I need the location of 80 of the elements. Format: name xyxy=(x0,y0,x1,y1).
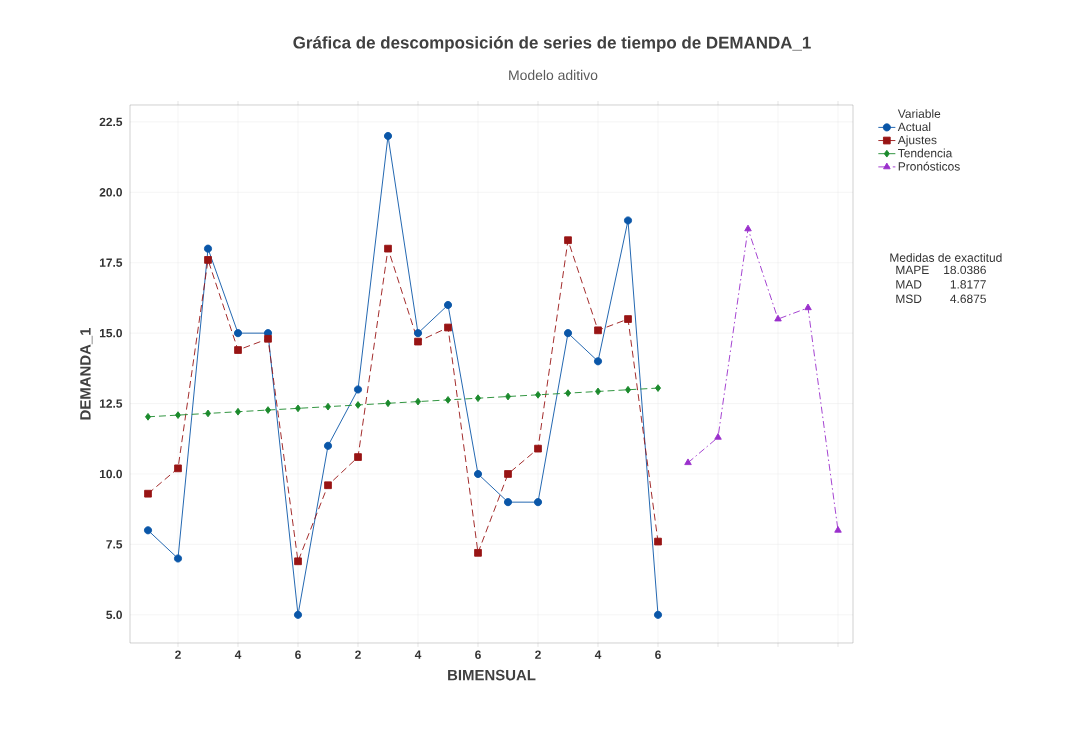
legend-label: Actual xyxy=(897,122,931,132)
point xyxy=(655,384,661,392)
x-tick-label: 4 xyxy=(594,650,602,659)
point xyxy=(774,314,782,322)
point xyxy=(534,444,542,453)
point xyxy=(444,323,452,332)
x-tick-label: 6 xyxy=(295,650,301,659)
x-tick-label: 4 xyxy=(414,650,422,659)
y-tick-label: 12.5 xyxy=(99,399,123,408)
point xyxy=(383,131,393,140)
point xyxy=(653,610,663,619)
point xyxy=(264,334,272,343)
point xyxy=(323,441,333,450)
y-tick-label: 22.5 xyxy=(99,117,123,127)
point xyxy=(744,224,752,232)
point xyxy=(834,526,842,533)
y-tick-label: 15.0 xyxy=(99,328,122,338)
y-axis-title: DEMANDA_1 xyxy=(80,327,93,420)
text: MSD xyxy=(896,294,922,304)
point xyxy=(175,411,181,419)
point xyxy=(203,244,213,253)
point xyxy=(654,537,662,546)
point xyxy=(204,256,212,264)
point xyxy=(353,385,363,394)
y-tick-label: 10.0 xyxy=(99,469,122,479)
legend-title: Variable xyxy=(897,109,941,118)
point xyxy=(594,326,602,335)
point xyxy=(474,549,482,557)
text: 1.8177 xyxy=(950,280,986,289)
x-tick-label: 6 xyxy=(475,650,481,659)
point xyxy=(445,396,451,404)
point xyxy=(714,433,722,440)
x-tick-label: 2 xyxy=(175,650,181,659)
point xyxy=(473,469,483,479)
point xyxy=(144,489,152,498)
point xyxy=(563,329,573,338)
point xyxy=(294,557,302,566)
legend-label: Ajustes xyxy=(897,135,937,147)
point xyxy=(173,554,183,563)
point xyxy=(593,357,603,366)
chart-title: Gráfica de descomposición de series de tiempo de DEMANDA_1 xyxy=(293,36,811,52)
text: MAPE xyxy=(896,265,929,275)
legend-label: Tendencia xyxy=(898,148,953,158)
y-tick-label: 5.0 xyxy=(106,610,122,620)
point xyxy=(265,406,271,414)
y-tick-label: 20.0 xyxy=(99,188,122,197)
text: MAD xyxy=(896,280,922,289)
point xyxy=(504,470,512,478)
x-tick-label: 4 xyxy=(234,650,242,659)
chart-subtitle: Modelo aditivo xyxy=(509,69,598,81)
x-axis-title: BIMENSUAL xyxy=(448,669,536,681)
point xyxy=(565,389,571,397)
legend-label: Pronósticos xyxy=(898,161,960,171)
point xyxy=(623,216,633,225)
point xyxy=(174,464,182,473)
y-tick-label: 7.5 xyxy=(106,540,123,549)
text: Medidas de exactitud xyxy=(890,253,1002,262)
point xyxy=(564,236,572,245)
y-tick-label: 17.5 xyxy=(99,258,123,267)
x-tick-label: 2 xyxy=(355,650,361,659)
point xyxy=(414,337,422,346)
point xyxy=(624,315,632,323)
x-tick-label: 6 xyxy=(655,650,661,659)
point xyxy=(804,303,812,311)
point xyxy=(413,329,423,338)
point xyxy=(143,526,153,535)
point xyxy=(354,453,362,461)
point xyxy=(503,498,513,507)
point xyxy=(443,300,453,310)
point xyxy=(293,610,303,619)
x-tick-label: 2 xyxy=(535,650,541,659)
point xyxy=(533,498,543,507)
text: 4.6875 xyxy=(950,294,986,304)
point xyxy=(355,401,361,409)
point xyxy=(233,329,243,338)
point xyxy=(684,458,692,466)
point xyxy=(234,346,242,354)
point xyxy=(324,481,332,490)
text: 18.0386 xyxy=(944,265,986,275)
point xyxy=(384,244,392,253)
